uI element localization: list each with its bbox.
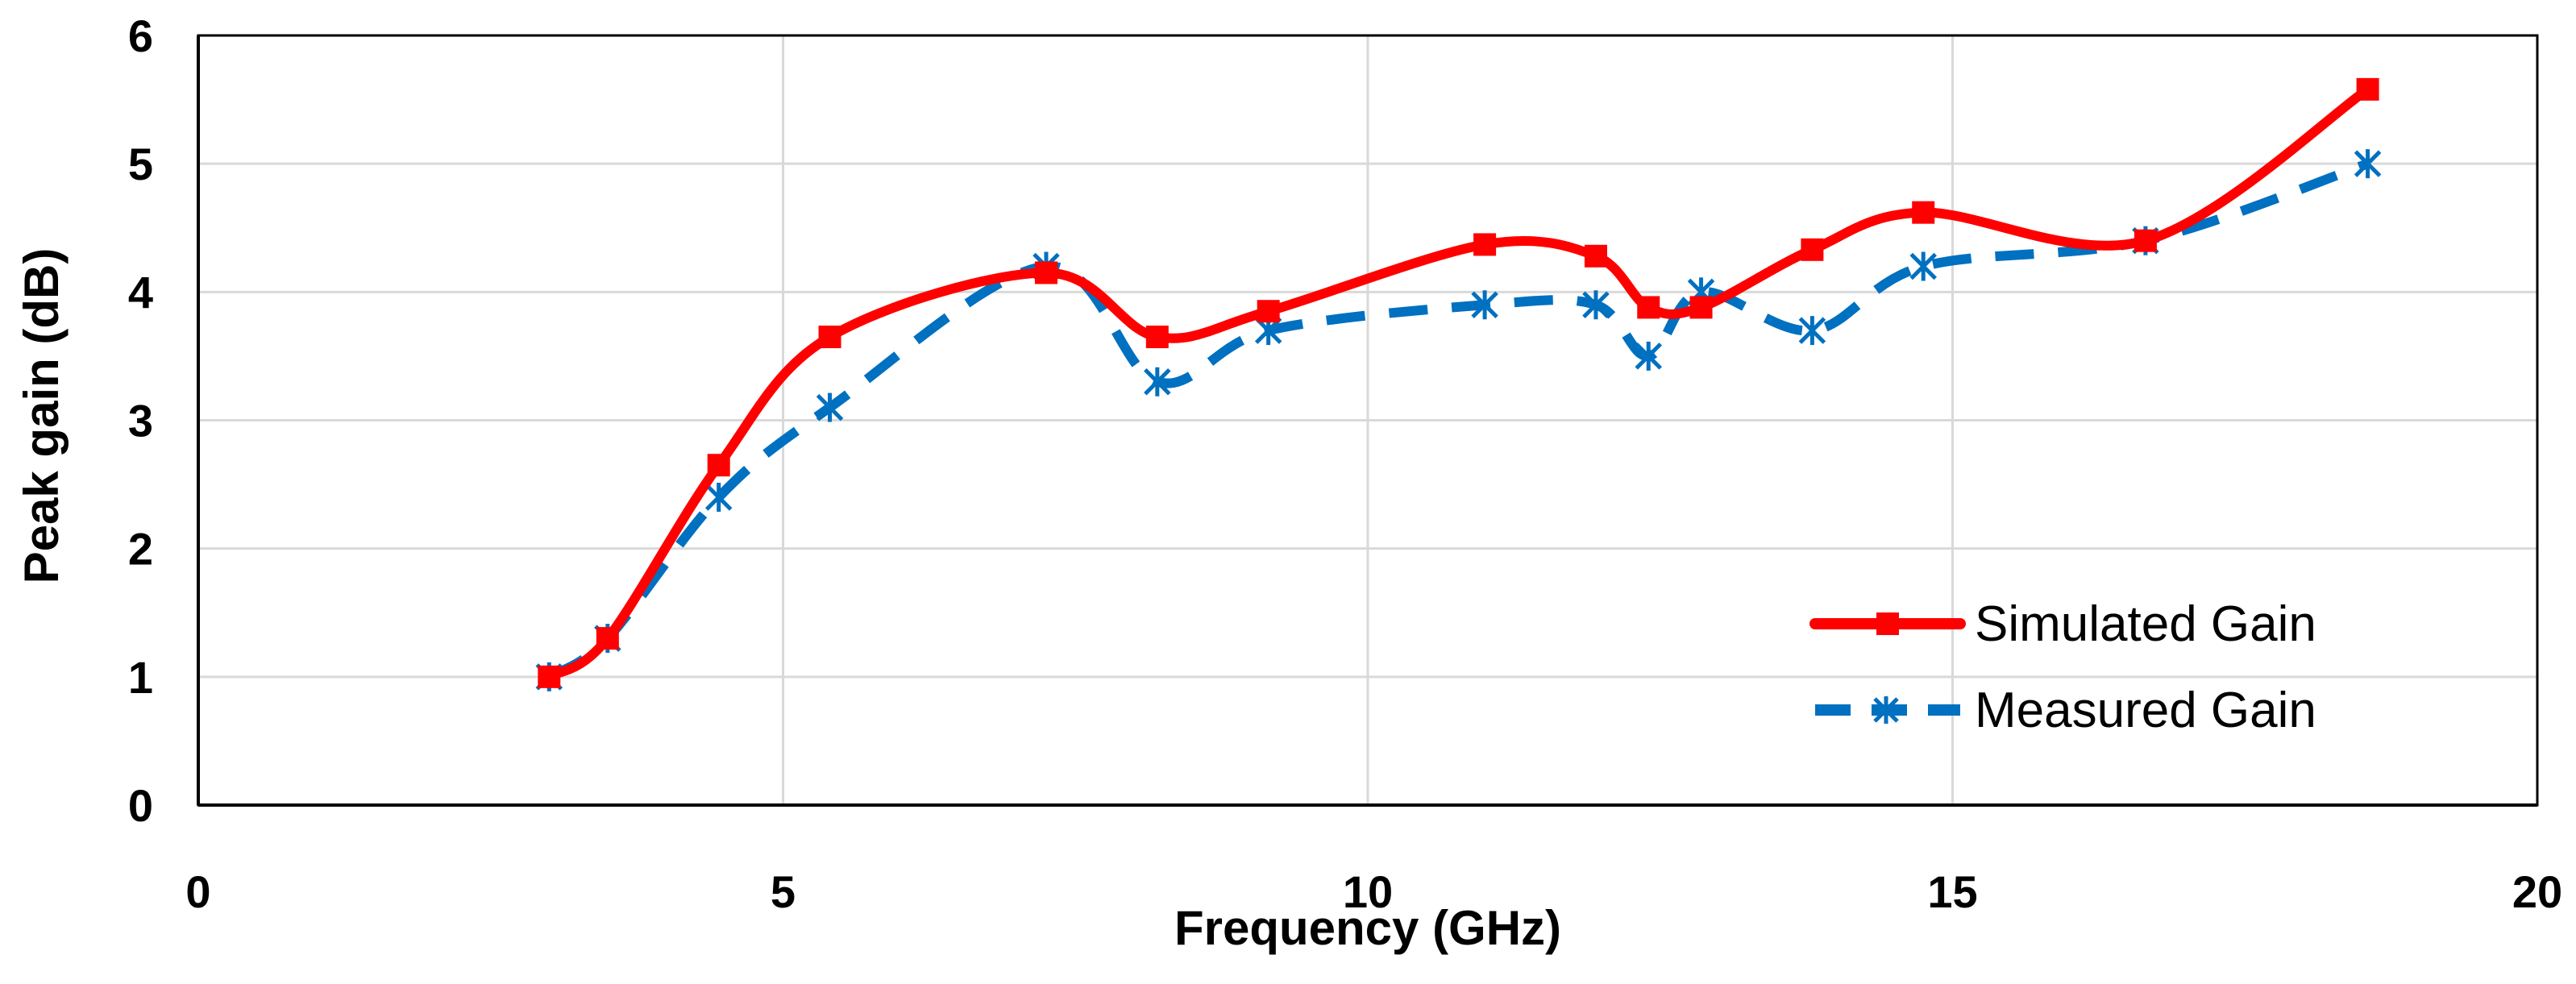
x-tick-label: 15 [1927,866,1977,917]
legend: Simulated Gain Measured Gain [1809,596,2316,738]
x-tick-label: 0 [185,866,210,917]
data-point [538,665,561,688]
data-point [2356,77,2379,101]
data-point [1635,341,1663,371]
data-point [1257,300,1280,323]
data-point [1584,244,1607,268]
x-axis-title: Frequency (GHz) [1174,901,1561,955]
data-point [1909,251,1937,281]
data-point [1145,326,1169,349]
legend-label-simulated: Simulated Gain [1975,596,2316,652]
data-point [707,454,730,477]
legend-item-measured: Measured Gain [1815,683,2316,738]
data-point [596,627,619,650]
x-tick-labels: 0 5 10 15 20 [185,866,2562,917]
data-point [1912,201,1935,224]
y-tick-label: 5 [128,139,153,189]
y-tick-label: 6 [128,10,153,61]
data-point [2354,149,2382,179]
data-point [1582,290,1610,320]
data-point [816,392,844,422]
legend-item-simulated: Simulated Gain [1809,596,2316,652]
data-point [1798,316,1826,346]
legend-marker-measured [1873,696,1899,724]
series-simulated-gain [538,77,2379,688]
data-point [1801,238,1824,261]
data-point [1473,233,1497,256]
x-tick-label: 20 [2512,866,2562,917]
legend-marker-simulated [1876,612,1899,635]
axes [197,34,2539,807]
data-point [1637,296,1660,319]
x-tick-label: 10 [1343,866,1393,917]
x-tick-label: 5 [771,866,796,917]
data-point [1471,290,1498,320]
y-axis-title: Peak gain (dB) [15,248,69,584]
y-tick-label: 3 [128,396,153,446]
series-line [546,159,2370,682]
y-tick-labels: 0 1 2 3 4 5 6 [128,10,153,831]
data-point [1034,261,1057,284]
data-point [818,326,841,349]
y-tick-label: 1 [128,652,153,703]
y-tick-label: 2 [128,524,153,575]
data-point [2134,229,2157,252]
y-tick-label: 0 [128,780,153,831]
y-tick-label: 4 [128,267,153,318]
series-layer [535,77,2382,691]
series-line [544,84,2373,682]
data-point [704,483,733,512]
data-point [1689,296,1713,319]
legend-label-measured: Measured Gain [1975,683,2316,738]
data-point [1144,367,1171,397]
